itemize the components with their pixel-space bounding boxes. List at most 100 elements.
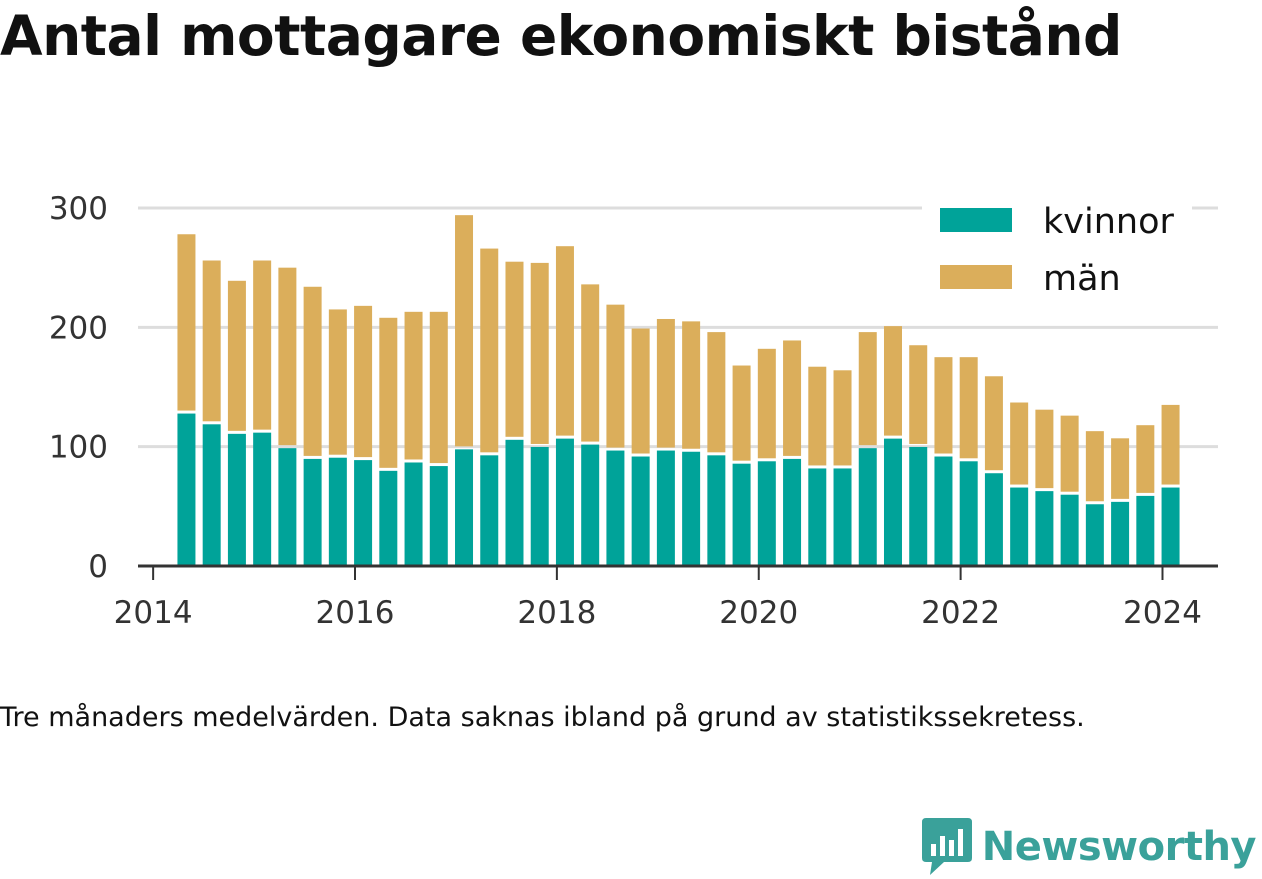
bar-kvinnor [783, 458, 802, 566]
bar-kvinnor [227, 433, 246, 566]
x-tick-label: 2024 [1123, 595, 1202, 631]
caption: Tre månaders medelvärden. Data saknas ib… [0, 702, 1085, 733]
bar-man [1136, 425, 1155, 493]
bar-man [555, 246, 574, 436]
bar-man [278, 267, 297, 446]
bar-kvinnor [1035, 491, 1054, 566]
bar-man [732, 365, 751, 461]
x-tick-label: 2022 [921, 595, 1000, 631]
bar-kvinnor [1136, 495, 1155, 566]
x-tick-label: 2016 [316, 595, 395, 631]
x-tick-label: 2014 [114, 595, 193, 631]
bar-man [455, 215, 474, 447]
bar-man [404, 311, 423, 460]
bar-kvinnor [1111, 501, 1130, 566]
bar-kvinnor [732, 463, 751, 566]
bar-man [858, 332, 877, 446]
brand-name: Newsworthy [981, 824, 1257, 870]
bar-man [934, 357, 953, 454]
chart: 2014 2016 2018 2020 2022 2024 0 100 200 300 kvin… [49, 191, 1218, 631]
bar-man [984, 376, 1003, 471]
bar-man [631, 328, 650, 454]
bar-man [1085, 431, 1104, 502]
bar-man [354, 305, 373, 458]
bar-man [959, 357, 978, 459]
bar-man [783, 340, 802, 456]
bar-man [303, 286, 322, 456]
bar-kvinnor [1161, 487, 1180, 566]
bar-man [227, 280, 246, 431]
chart-title: Antal mottagare ekonomiskt bistånd [0, 4, 1122, 68]
bar-man [581, 284, 600, 442]
bar-kvinnor [1085, 504, 1104, 566]
bar-kvinnor [278, 448, 297, 566]
bar-man [808, 366, 827, 466]
x-tick-label: 2018 [517, 595, 596, 631]
bar-man [253, 260, 272, 430]
bar-kvinnor [555, 438, 574, 566]
y-tick-label: 300 [49, 191, 108, 227]
legend-swatch [940, 265, 1012, 289]
bar-man [177, 234, 196, 411]
bar-kvinnor [909, 446, 928, 566]
bar-kvinnor [253, 432, 272, 566]
bar-man [202, 260, 221, 422]
bar-man [1111, 438, 1130, 499]
bar-man [707, 332, 726, 453]
legend: kvinnor män [922, 198, 1192, 308]
bar-kvinnor [404, 462, 423, 566]
bar-kvinnor [1060, 494, 1079, 566]
newsworthy-logo-icon [921, 818, 972, 875]
bar-kvinnor [1010, 487, 1029, 566]
bar-man [682, 321, 701, 449]
x-tick-label: 2020 [719, 595, 798, 631]
bar-man [1060, 415, 1079, 492]
x-axis: 2014 2016 2018 2020 2022 2024 [114, 564, 1218, 631]
bar-kvinnor [934, 456, 953, 566]
legend-label: män [1043, 259, 1121, 299]
bar-man [530, 262, 549, 444]
bar-kvinnor [177, 413, 196, 566]
bar-man [833, 370, 852, 466]
bar-kvinnor [883, 438, 902, 566]
brand-logo: Newsworthy [921, 818, 1257, 876]
bar-kvinnor [530, 446, 549, 566]
bar-kvinnor [505, 439, 524, 566]
y-tick-label: 200 [49, 310, 108, 346]
bar-kvinnor [757, 461, 776, 566]
bar-kvinnor [606, 450, 625, 566]
bar-man [328, 309, 347, 455]
bar-kvinnor [808, 468, 827, 566]
bar-man [1035, 409, 1054, 489]
bar-kvinnor [984, 473, 1003, 566]
bar-man [1161, 404, 1180, 485]
bar-man [606, 304, 625, 448]
bar-kvinnor [303, 458, 322, 566]
bar-man [505, 261, 524, 437]
bar-man [757, 348, 776, 459]
bar-kvinnor [682, 451, 701, 566]
bar-kvinnor [858, 448, 877, 566]
bar-man [429, 311, 448, 464]
y-axis-ticks: 0 100 200 300 [49, 191, 108, 585]
bar-man [656, 318, 675, 448]
y-tick-label: 100 [49, 430, 108, 466]
y-tick-label: 0 [88, 549, 108, 585]
bar-kvinnor [354, 460, 373, 566]
bar-kvinnor [455, 449, 474, 566]
bar-kvinnor [202, 424, 221, 566]
bar-kvinnor [959, 461, 978, 566]
bar-kvinnor [631, 456, 650, 566]
bar-man [480, 248, 499, 453]
bar-man [379, 317, 398, 468]
bar-kvinnor [581, 444, 600, 566]
bar-kvinnor [833, 468, 852, 566]
bar-kvinnor [656, 450, 675, 566]
bar-man [909, 345, 928, 444]
bars [177, 215, 1180, 566]
bar-kvinnor [379, 470, 398, 566]
bar-man [883, 326, 902, 436]
bar-kvinnor [707, 455, 726, 566]
legend-swatch [940, 208, 1012, 232]
bar-kvinnor [480, 455, 499, 566]
